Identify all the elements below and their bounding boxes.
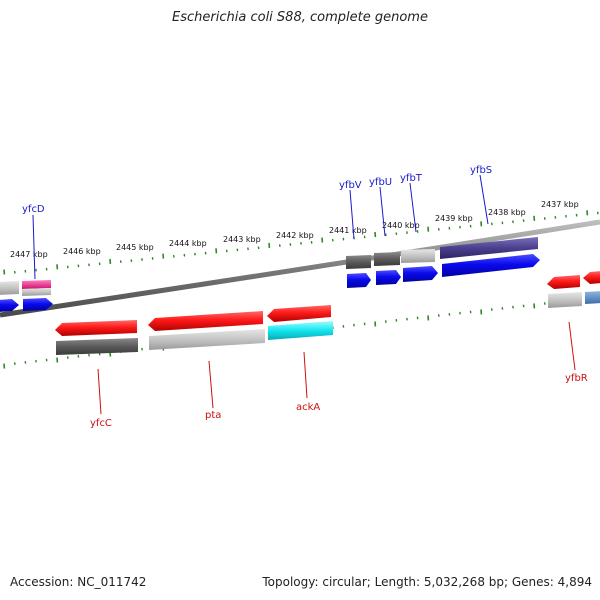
gene-label-ackA: ackA — [296, 402, 320, 413]
genome-title: Escherichia coli S88, complete genome — [172, 10, 428, 25]
gene-label-yfcC: yfcC — [90, 418, 112, 429]
feature-yfbS-navy — [440, 237, 538, 259]
gene-label-yfcD: yfcD — [22, 204, 45, 215]
gene-label-pta: pta — [205, 410, 221, 421]
leader-pta — [208, 360, 214, 409]
feature-yfbV-dark — [346, 255, 371, 269]
scale-label-2446: 2446 kbp — [63, 247, 101, 256]
genome-summary-text: Topology: circular; Length: 5,032,268 bp… — [262, 575, 592, 589]
leader-yfbU — [379, 186, 386, 237]
scale-label-2437: 2437 kbp — [541, 200, 579, 209]
forward-features — [0, 237, 540, 312]
feature-yfbR-red — [547, 275, 580, 289]
feature-yfbS-blue — [442, 254, 540, 277]
accession-text: Accession: NC_011742 — [10, 575, 147, 589]
feature-yfbV-blue — [347, 273, 371, 288]
leader-yfcC — [97, 368, 102, 415]
gene-label-yfbV: yfbV — [339, 180, 362, 191]
feature-ackA-cyan — [268, 321, 333, 340]
reverse-leaders — [97, 321, 576, 415]
feature-yfbR-light — [548, 292, 582, 308]
gene-label-yfbU: yfbU — [369, 177, 392, 188]
feature-yfcC-dark — [56, 338, 138, 355]
gene-label-yfbS: yfbS — [470, 165, 492, 176]
feature-yfbT-blue — [403, 266, 438, 282]
feature-yfbU-blue — [376, 270, 401, 285]
scale-label-2442: 2442 kbp — [276, 231, 314, 240]
feature-yfcC-red — [55, 320, 137, 336]
reverse-gene-labels: yfcC pta ackA yfbR — [90, 373, 588, 429]
feature-blue-yfcD — [23, 298, 53, 311]
feature-grey-edge — [0, 281, 19, 295]
feature-blue-edge — [0, 299, 19, 312]
leader-yfbR — [568, 321, 576, 371]
forward-leaders — [32, 174, 489, 280]
gene-label-yfbR: yfbR — [565, 373, 588, 384]
forward-gene-labels: yfcD yfbV yfbU yfbT yfbS — [22, 165, 492, 215]
leader-ackA — [303, 351, 308, 399]
leader-yfbV — [349, 189, 355, 240]
feature-ackA-red — [267, 305, 331, 322]
scale-label-2444: 2444 kbp — [169, 239, 207, 248]
leader-yfcD — [32, 214, 36, 280]
feature-yfcD-grey — [22, 288, 51, 296]
scale-label-2440: 2440 kbp — [382, 221, 420, 230]
scale-ticks-outer — [3, 210, 599, 275]
leader-yfbS — [479, 174, 489, 225]
feature-steel-edge — [585, 291, 600, 304]
scale-label-2447: 2447 kbp — [10, 250, 48, 259]
feature-pta-red — [148, 311, 263, 331]
feature-yfcD-pink — [22, 280, 51, 289]
feature-yfbU-dark — [374, 252, 400, 266]
scale-label-2441: 2441 kbp — [329, 226, 367, 235]
scale-labels: 2447 kbp 2446 kbp 2445 kbp 2444 kbp 2443… — [10, 200, 579, 259]
feature-yfbT-light — [401, 249, 435, 263]
reverse-features — [55, 271, 600, 355]
gene-label-yfbT: yfbT — [400, 173, 423, 184]
leader-yfbT — [409, 182, 417, 233]
scale-label-2438: 2438 kbp — [488, 208, 526, 217]
feature-red-edge — [583, 271, 600, 284]
feature-pta-light — [149, 329, 265, 350]
scale-label-2445: 2445 kbp — [116, 243, 154, 252]
scale-label-2439: 2439 kbp — [435, 214, 473, 223]
scale-label-2443: 2443 kbp — [223, 235, 261, 244]
genome-backbone — [0, 219, 600, 318]
